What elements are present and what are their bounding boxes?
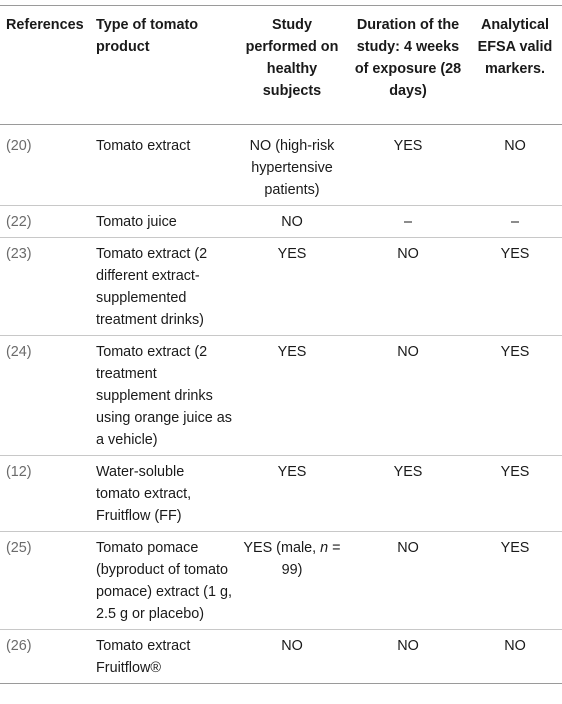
markers-cell: YES bbox=[500, 246, 530, 262]
table-row: (25) Tomato pomace (byproduct of tomato … bbox=[0, 532, 562, 630]
duration-cell: YES bbox=[393, 138, 423, 154]
markers-cell: YES bbox=[500, 344, 530, 360]
reference-link[interactable]: (26) bbox=[6, 638, 32, 654]
product-cell: Tomato extract (2 different extract-supp… bbox=[96, 246, 208, 328]
markers-cell: YES bbox=[500, 540, 530, 556]
study-comparison-table: References Type of tomato product Study … bbox=[0, 5, 562, 684]
healthy-cell: NO bbox=[281, 638, 303, 654]
healthy-cell: NO bbox=[281, 214, 303, 230]
healthy-cell: YES (male, n = 99) bbox=[236, 532, 348, 630]
duration-cell: YES bbox=[393, 464, 423, 480]
table-row: (22) Tomato juice NO – – bbox=[0, 206, 562, 238]
duration-cell: NO bbox=[397, 540, 419, 556]
healthy-cell: YES bbox=[277, 246, 307, 262]
sample-size-symbol: n bbox=[320, 540, 329, 556]
duration-cell: NO bbox=[397, 246, 419, 262]
healthy-cell: YES bbox=[277, 464, 307, 480]
table-row: (26) Tomato extract Fruitflow® NO NO NO bbox=[0, 630, 562, 684]
markers-cell: NO bbox=[504, 138, 526, 154]
markers-cell: YES bbox=[500, 464, 530, 480]
duration-cell: NO bbox=[397, 344, 419, 360]
header-product-type: Type of tomato product bbox=[96, 17, 199, 55]
duration-cell: – bbox=[403, 214, 412, 230]
healthy-prefix: YES (male, bbox=[243, 540, 321, 556]
header-references: References bbox=[6, 17, 84, 33]
table-row: (24) Tomato extract (2 treatment supplem… bbox=[0, 336, 562, 456]
healthy-cell: NO (high-risk hypertensive patients) bbox=[249, 138, 335, 198]
table-row: (12) Water-soluble tomato extract, Fruit… bbox=[0, 456, 562, 532]
reference-link[interactable]: (20) bbox=[6, 138, 32, 154]
product-cell: Water-soluble tomato extract, Fruitflow … bbox=[96, 464, 192, 524]
header-healthy-subjects: Study performed on healthy subjects bbox=[245, 17, 339, 99]
reference-link[interactable]: (24) bbox=[6, 344, 32, 360]
markers-cell: NO bbox=[504, 638, 526, 654]
product-cell: Tomato pomace (byproduct of tomato pomac… bbox=[96, 540, 232, 622]
header-efsa-markers: Analytical EFSA valid markers. bbox=[477, 17, 553, 77]
table-row: (23) Tomato extract (2 different extract… bbox=[0, 238, 562, 336]
header-duration: Duration of the study: 4 weeks of exposu… bbox=[354, 17, 462, 99]
table-row: (20) Tomato extract NO (high-risk hypert… bbox=[0, 125, 562, 206]
duration-cell: NO bbox=[397, 638, 419, 654]
markers-cell: – bbox=[510, 214, 519, 230]
product-cell: Tomato juice bbox=[96, 214, 177, 230]
reference-link[interactable]: (12) bbox=[6, 464, 32, 480]
reference-link[interactable]: (22) bbox=[6, 214, 32, 230]
reference-link[interactable]: (23) bbox=[6, 246, 32, 262]
healthy-cell: YES bbox=[277, 344, 307, 360]
table-header-row: References Type of tomato product Study … bbox=[0, 5, 562, 125]
product-cell: Tomato extract Fruitflow® bbox=[96, 638, 191, 676]
product-cell: Tomato extract (2 treatment supplement d… bbox=[96, 344, 233, 448]
product-cell: Tomato extract bbox=[96, 138, 191, 154]
reference-link[interactable]: (25) bbox=[6, 540, 32, 556]
healthy-suffix: = 99) bbox=[281, 540, 341, 578]
